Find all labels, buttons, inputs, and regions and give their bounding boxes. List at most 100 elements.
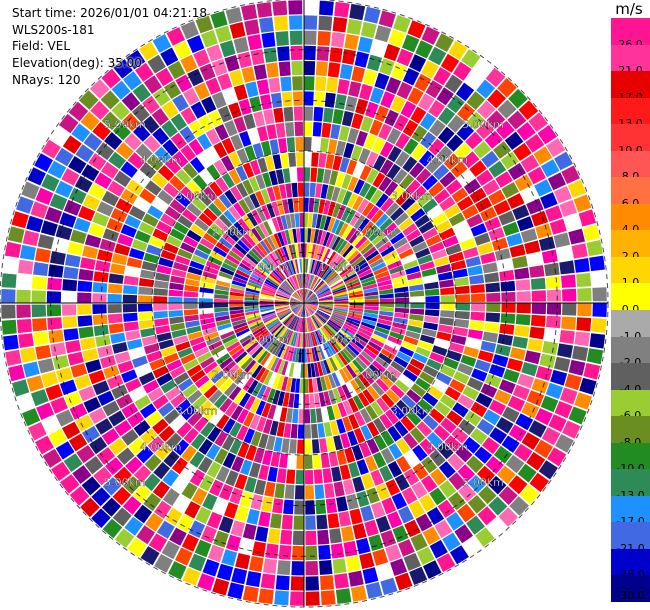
gate-cell [366, 421, 380, 437]
gate-cell [403, 552, 421, 571]
gate-cell [385, 77, 402, 95]
gate-cell [294, 292, 304, 303]
gate-cell [231, 280, 247, 288]
gate-cell [591, 318, 607, 333]
gate-cell [104, 132, 123, 150]
gate-cell [304, 30, 317, 45]
gate-cell [482, 262, 498, 274]
gate-cell [266, 124, 277, 140]
gate-cell [195, 506, 212, 525]
gate-cell [443, 153, 461, 170]
gate-cell [69, 486, 90, 506]
gate-cell [250, 49, 265, 66]
gate-cell [229, 69, 244, 87]
gate-cell [226, 341, 241, 352]
gate-cell [82, 194, 101, 211]
gate-cell [245, 312, 260, 319]
gate-cell [562, 288, 577, 302]
gate-cell [572, 345, 589, 362]
range-ring-label: 3.00km [391, 190, 433, 203]
gate-cell [199, 169, 214, 185]
gate-cell [334, 306, 349, 310]
gate-cell [305, 576, 320, 591]
gate-cell [420, 131, 437, 149]
gate-cell [292, 408, 299, 424]
gate-cell [540, 192, 558, 209]
gate-cell [354, 411, 366, 427]
gate-cell [129, 205, 146, 221]
gate-cell [230, 312, 245, 319]
gate-cell [481, 150, 499, 168]
gate-cell [237, 354, 251, 367]
gate-cell [313, 314, 323, 327]
gate-cell [531, 210, 549, 227]
gate-cell [262, 335, 274, 348]
gate-cell [240, 357, 254, 370]
gate-cell [319, 438, 328, 453]
gate-cell [311, 277, 320, 291]
gate-cell [250, 159, 261, 176]
gate-cell [318, 15, 333, 31]
gate-cell [326, 273, 339, 284]
gate-cell [70, 363, 88, 378]
gate-cell [493, 445, 513, 464]
gate-cell [514, 443, 533, 462]
gate-cell [334, 220, 345, 236]
gate-cell [439, 480, 457, 498]
gate-cell [390, 95, 406, 113]
gate-cell [369, 119, 383, 136]
gate-cell [359, 324, 374, 333]
gate-cell [326, 77, 339, 93]
gate-cell [260, 188, 271, 204]
gate-cell [92, 314, 108, 326]
gate-cell [265, 543, 279, 559]
gate-cell [101, 497, 121, 517]
gate-cell [217, 323, 232, 331]
gate-cell [313, 229, 320, 244]
gate-cell [343, 479, 355, 495]
gate-cell [439, 394, 456, 409]
gate-cell [342, 49, 356, 65]
gate-cell [259, 261, 272, 273]
gate-cell [170, 275, 185, 284]
gate-cell [301, 333, 304, 348]
gate-cell [390, 384, 405, 399]
gate-cell [385, 340, 401, 351]
gate-cell [41, 371, 59, 388]
gate-cell [380, 447, 395, 464]
gate-cell [264, 481, 276, 497]
gate-cell [319, 328, 329, 342]
gate-cell [395, 132, 410, 150]
gate-cell [266, 255, 277, 268]
gate-cell [422, 392, 439, 407]
gate-cell [285, 314, 296, 327]
gate-cell [272, 389, 281, 405]
gate-cell [370, 401, 384, 417]
gate-cell [285, 346, 293, 361]
gate-cell [427, 205, 443, 220]
gate-cell [331, 236, 341, 251]
gate-cell [304, 291, 313, 303]
gate-cell [304, 290, 311, 303]
gate-cell [233, 322, 248, 330]
gate-cell [277, 560, 291, 575]
gate-cell [281, 312, 293, 323]
gate-cell [409, 358, 425, 371]
gate-cell [426, 358, 442, 371]
gate-cell [126, 179, 144, 196]
gate-cell [203, 384, 218, 399]
gate-cell [198, 115, 214, 132]
gate-cell [383, 344, 398, 356]
gate-cell [304, 289, 308, 303]
gate-cell [311, 315, 320, 329]
gate-cell [450, 260, 467, 271]
gate-cell [326, 251, 337, 265]
gate-cell [156, 220, 172, 234]
gate-cell [335, 370, 345, 385]
gate-cell [295, 317, 301, 332]
gate-cell [560, 387, 578, 405]
gate-cell [169, 228, 186, 241]
gate-cell [55, 225, 73, 241]
gate-cell [349, 293, 364, 298]
gate-cell [11, 211, 29, 229]
